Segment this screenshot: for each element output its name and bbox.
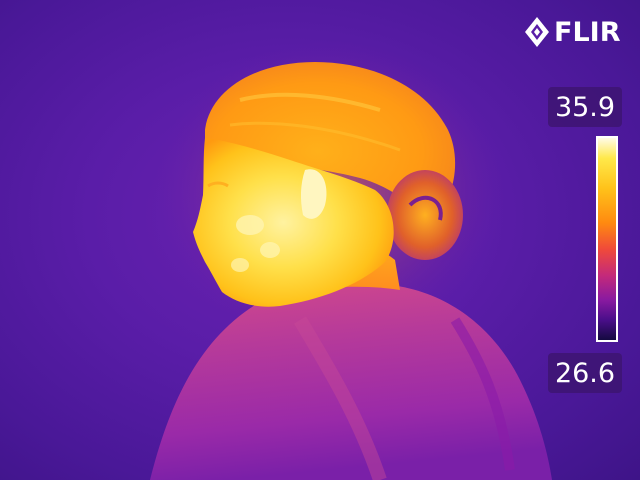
hair-bun: [387, 170, 463, 260]
flir-diamond-logo-icon: [525, 17, 549, 47]
temperature-color-scale: [596, 136, 618, 342]
cheek-hotspot: [236, 215, 264, 235]
cheek-hotspot: [231, 258, 249, 272]
ear-region: [300, 169, 327, 219]
min-temperature-label: 26.6: [548, 353, 622, 393]
shoulder-fold: [293, 316, 387, 480]
hair-strand: [239, 92, 381, 112]
shoulder-fold: [450, 317, 515, 471]
eye-region: [207, 181, 229, 188]
shoulders-region: [150, 283, 552, 480]
hair-region: [205, 62, 456, 225]
flir-logo-text: FLIR: [554, 16, 621, 48]
hair-strand: [229, 121, 401, 152]
flir-logo: FLIR: [524, 16, 621, 48]
bun-curl: [408, 195, 443, 221]
max-temperature-label: 35.9: [548, 87, 622, 127]
cheek-hotspot: [260, 242, 280, 258]
